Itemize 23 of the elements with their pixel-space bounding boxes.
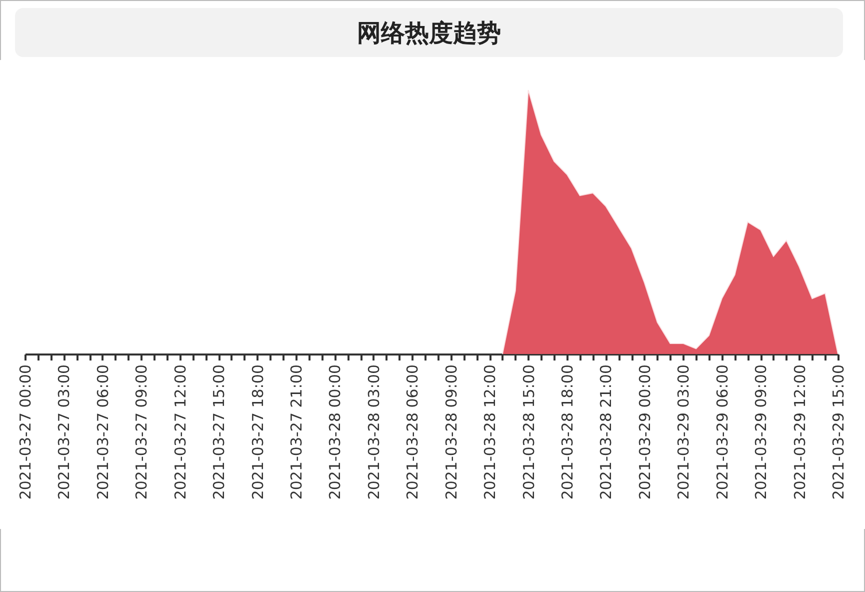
x-tick-label: 2021-03-28 15:00 (520, 364, 538, 500)
x-tick-label: 2021-03-29 15:00 (830, 364, 848, 500)
chart-title: 网络热度趋势 (15, 8, 843, 57)
x-tick-label: 2021-03-27 00:00 (16, 364, 34, 500)
x-tick-label: 2021-03-28 18:00 (558, 364, 576, 500)
x-tick-label: 2021-03-29 12:00 (790, 364, 809, 500)
x-tick-label: 2021-03-28 00:00 (326, 364, 344, 500)
x-tick-label: 2021-03-29 00:00 (636, 364, 654, 500)
x-tick-label: 2021-03-28 06:00 (404, 364, 422, 500)
x-tick-label: 2021-03-28 21:00 (597, 364, 616, 500)
x-tick-label: 2021-03-27 12:00 (171, 364, 190, 500)
x-tick-label: 2021-03-29 06:00 (713, 364, 732, 500)
x-tick-label: 2021-03-27 06:00 (94, 364, 112, 500)
x-tick-label: 2021-03-27 03:00 (55, 364, 74, 500)
x-tick-label: 2021-03-28 09:00 (442, 364, 460, 500)
x-tick-label: 2021-03-27 15:00 (210, 364, 228, 500)
x-tick-label: 2021-03-28 12:00 (481, 364, 500, 500)
x-tick-label: 2021-03-27 21:00 (288, 364, 306, 500)
x-tick-label: 2021-03-29 09:00 (752, 364, 770, 500)
x-tick-label: 2021-03-27 18:00 (248, 364, 267, 500)
x-tick-label: 2021-03-28 03:00 (364, 364, 383, 500)
x-tick-label: 2021-03-27 09:00 (132, 364, 151, 500)
x-tick-label: 2021-03-29 03:00 (674, 364, 693, 500)
